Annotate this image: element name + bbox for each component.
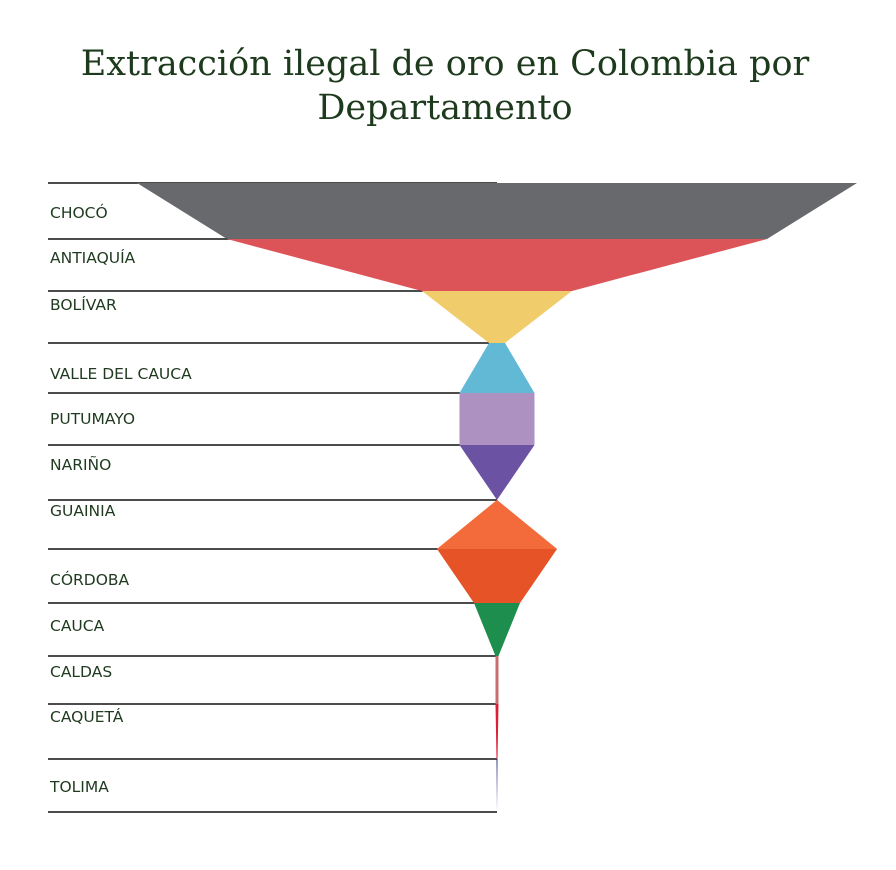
funnel-segment — [474, 603, 520, 656]
funnel-segment — [227, 239, 767, 291]
funnel-segment — [437, 549, 557, 603]
category-label: CALDAS — [50, 663, 112, 681]
category-label: VALLE DEL CAUCA — [50, 365, 192, 383]
funnel-segment — [459, 445, 535, 500]
category-label: CHOCÓ — [50, 203, 108, 222]
category-label: NARIÑO — [50, 455, 111, 474]
funnel-segment — [459, 393, 535, 445]
chart-title: Extracción ilegal de oro en Colombia por… — [80, 44, 810, 128]
category-label: CAQUETÁ — [50, 707, 124, 726]
funnel-segment — [422, 291, 572, 343]
category-label: TOLIMA — [49, 778, 109, 796]
funnel-segment — [137, 183, 857, 239]
category-label: CÓRDOBA — [50, 570, 130, 589]
category-label: CAUCA — [50, 617, 105, 635]
funnel-segment — [496, 759, 498, 812]
category-label: GUAINIA — [50, 502, 116, 520]
category-label: PUTUMAYO — [50, 410, 135, 428]
funnel-segment — [459, 343, 535, 393]
funnel-segment — [495, 704, 499, 759]
category-label: ANTIAQUÍA — [50, 248, 136, 267]
funnel-segment — [437, 500, 557, 549]
category-label: BOLÍVAR — [50, 295, 117, 314]
funnel-segment — [495, 656, 499, 704]
